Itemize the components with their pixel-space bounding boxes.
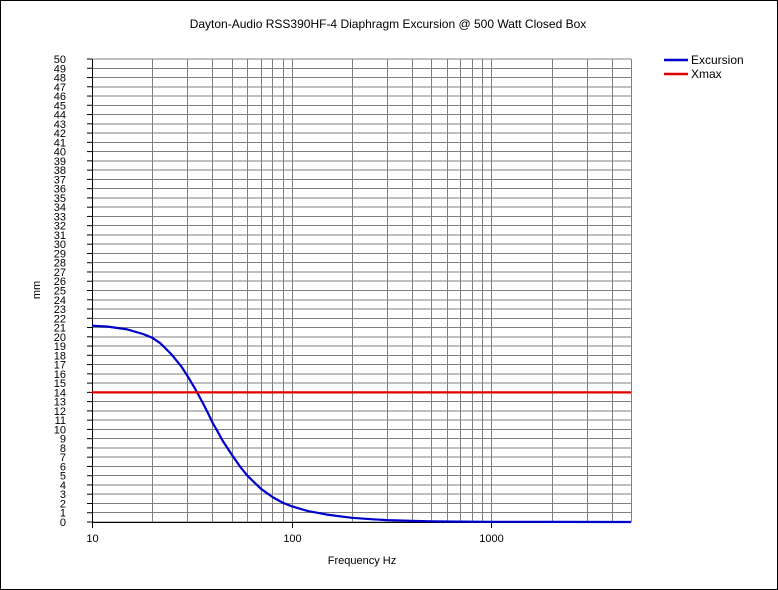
y-tick-label: 20: [54, 332, 66, 344]
y-tick-label: 30: [54, 239, 66, 251]
y-tick-label: 48: [54, 73, 66, 85]
legend-label-excursion: Excursion: [691, 53, 744, 67]
y-tick-label: 43: [54, 119, 66, 131]
y-tick-label: 14: [54, 387, 66, 399]
y-tick-label: 1: [60, 508, 66, 520]
y-tick-label: 35: [54, 193, 66, 205]
series-line-excursion: [91, 324, 632, 524]
y-tick-label: 3: [60, 489, 66, 501]
y-tick-label: 10: [54, 424, 66, 436]
x-axis-ticks: 10 100 1000: [86, 522, 504, 545]
y-tick-label: 27: [54, 267, 66, 279]
y-tick-label: 41: [54, 137, 66, 149]
y-tick-label: 26: [54, 276, 66, 288]
y-tick-label: 31: [54, 230, 66, 242]
y-tick-label: 49: [54, 63, 66, 75]
y-tick-label: 45: [54, 100, 66, 112]
y-tick-label: 32: [54, 221, 66, 233]
y-tick-label: 47: [54, 82, 66, 94]
y-tick-label: 40: [54, 147, 66, 159]
y-tick-label: 21: [54, 323, 66, 335]
x-axis-label: Frequency Hz: [328, 555, 396, 567]
y-tick-label: 29: [54, 248, 66, 260]
y-tick-label: 50: [54, 54, 66, 66]
y-tick-label: 24: [54, 295, 66, 307]
legend-label-xmax: Xmax: [691, 67, 722, 81]
y-tick-label: 39: [54, 156, 66, 168]
plot-lines: [91, 324, 632, 524]
y-tick-label: 15: [54, 378, 66, 390]
y-axis-ticks: 0123456789101112131415161718192021222324…: [54, 54, 92, 529]
chart-title: Dayton-Audio RSS390HF-4 Diaphragm Excurs…: [190, 17, 587, 31]
y-tick-label: 18: [54, 350, 66, 362]
y-tick-label: 9: [60, 434, 66, 446]
x-tick-label: 1000: [479, 533, 503, 545]
y-axis-label: mm: [31, 281, 43, 299]
y-tick-label: 23: [54, 304, 66, 316]
y-tick-label: 6: [60, 461, 66, 473]
grid: [92, 58, 632, 523]
y-tick-label: 2: [60, 498, 66, 510]
y-tick-label: 37: [54, 174, 66, 186]
y-tick-label: 7: [60, 452, 66, 464]
y-tick-label: 44: [54, 110, 66, 122]
y-tick-label: 42: [54, 128, 66, 140]
y-tick-label: 13: [54, 397, 66, 409]
y-tick-label: 11: [55, 415, 66, 427]
y-tick-label: 28: [54, 258, 66, 270]
y-tick-label: 25: [54, 286, 66, 298]
y-tick-label: 12: [54, 406, 66, 418]
y-tick-label: 36: [54, 184, 66, 196]
y-tick-label: 4: [60, 480, 66, 492]
y-tick-label: 5: [60, 471, 66, 483]
y-tick-label: 16: [54, 369, 66, 381]
y-tick-label: 34: [54, 202, 66, 214]
y-tick-label: 17: [54, 360, 66, 372]
y-tick-label: 8: [60, 443, 66, 455]
y-tick-label: 46: [54, 91, 66, 103]
y-tick-label: 22: [54, 313, 66, 325]
y-tick-label: 38: [54, 165, 66, 177]
y-tick-label: 19: [54, 341, 66, 353]
x-tick-label: 10: [86, 533, 98, 545]
x-tick-label: 100: [283, 533, 301, 545]
y-tick-label: 0: [60, 517, 66, 529]
y-tick-label: 33: [54, 211, 66, 223]
